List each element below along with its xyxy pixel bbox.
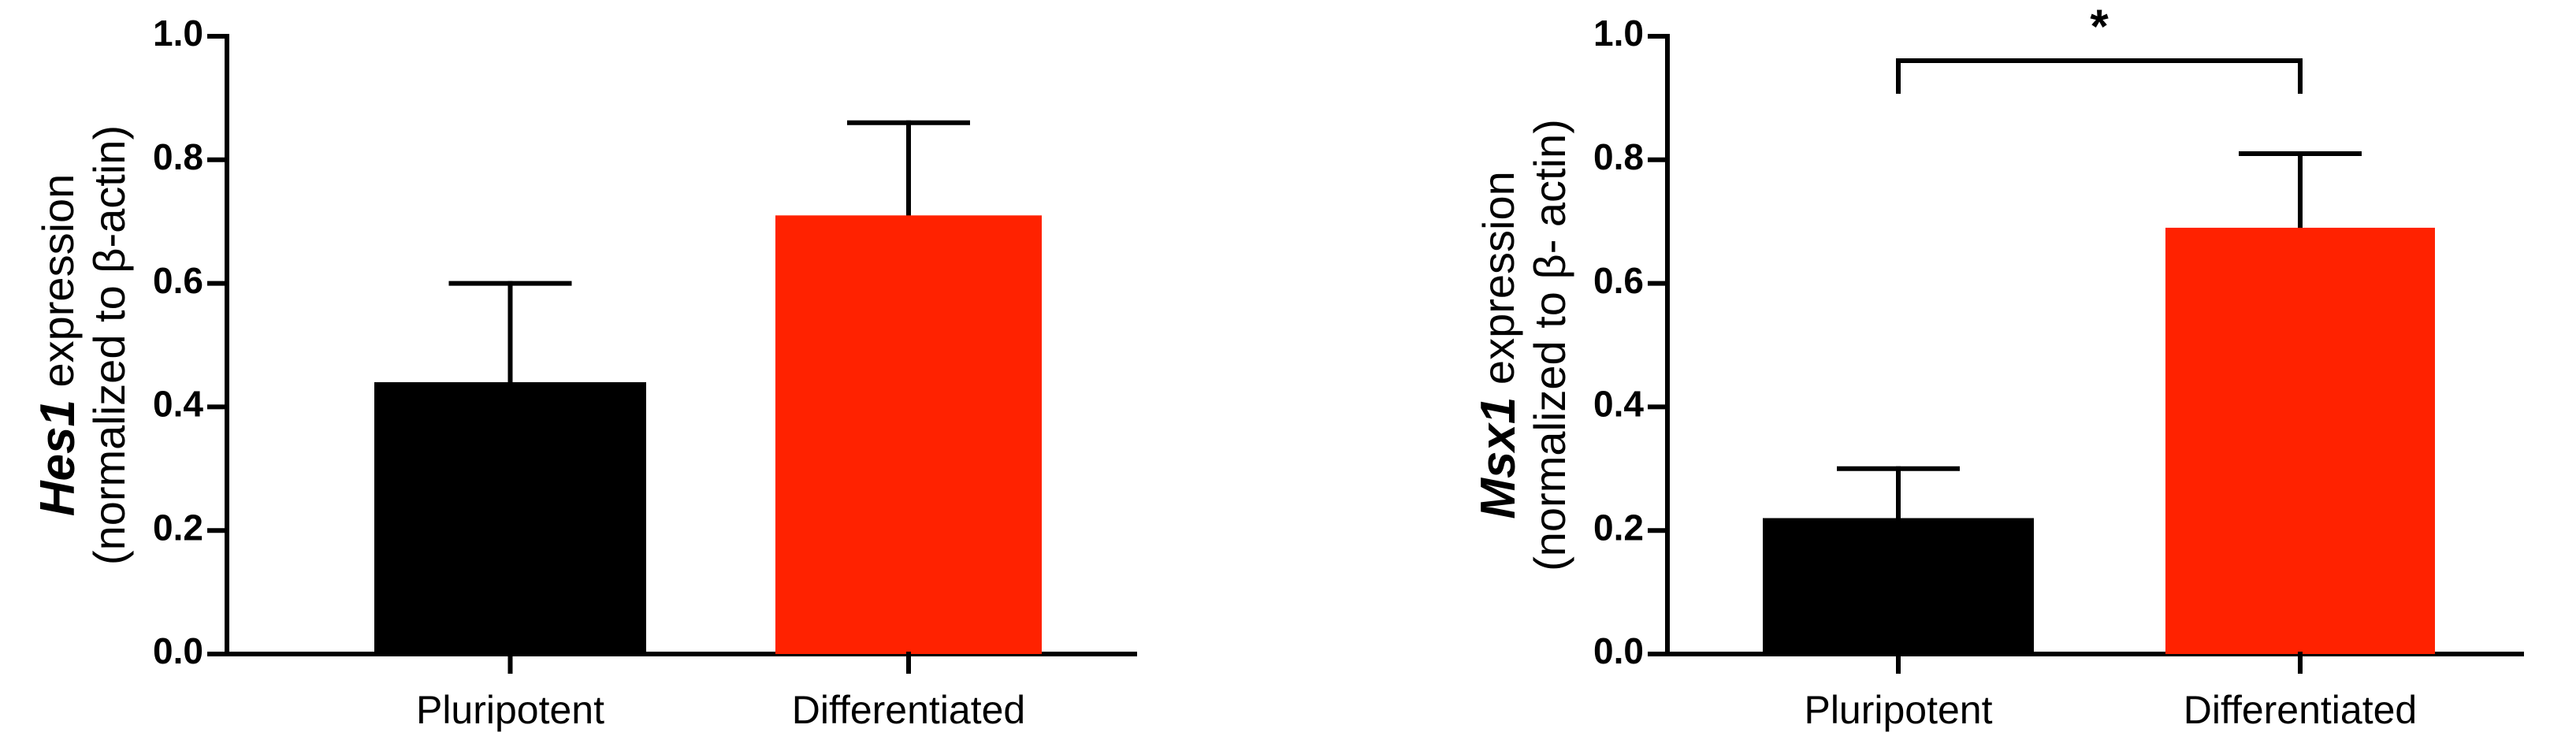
x-tick-label: Differentiated [792,688,1025,732]
y-tick-label: 1.0 [153,13,203,54]
significance-bracket [1896,58,2303,94]
y-tick-label: 0.4 [153,384,203,425]
y-tick-label: 0.8 [153,136,203,177]
gene-name: Msx1 [1471,397,1526,519]
bar [2165,228,2435,654]
y-label-text: expression [1474,171,1523,385]
y-axis-label-line2: (normalized to β-actin) [84,125,134,565]
y-label-text: expression [33,174,83,388]
y-tick-label: 0.2 [1593,507,1644,548]
y-axis-label-line2: (normalized to β- actin) [1525,119,1574,571]
y-tick-label: 0.0 [153,630,203,671]
bar [374,382,646,654]
y-tick-label: 0.6 [1593,260,1644,301]
y-tick-label: 0.8 [1593,136,1644,177]
y-tick-label: 1.0 [1593,13,1644,54]
gene-name: Hes1 [31,400,85,516]
y-axis-label: Hes1 expression [31,174,85,517]
y-tick-label: 0.4 [1593,384,1644,425]
x-tick-label: Pluripotent [416,688,604,732]
y-tick-label: 0.0 [1593,630,1644,671]
y-tick-label: 0.2 [153,507,203,548]
bar [1763,518,2034,654]
y-tick-label: 0.6 [153,260,203,301]
x-tick-label: Differentiated [2184,688,2417,732]
y-axis-label: Msx1 expression [1471,171,1526,518]
significance-label: * [2090,0,2109,53]
x-tick-label: Pluripotent [1804,688,1992,732]
bar [775,215,1042,654]
